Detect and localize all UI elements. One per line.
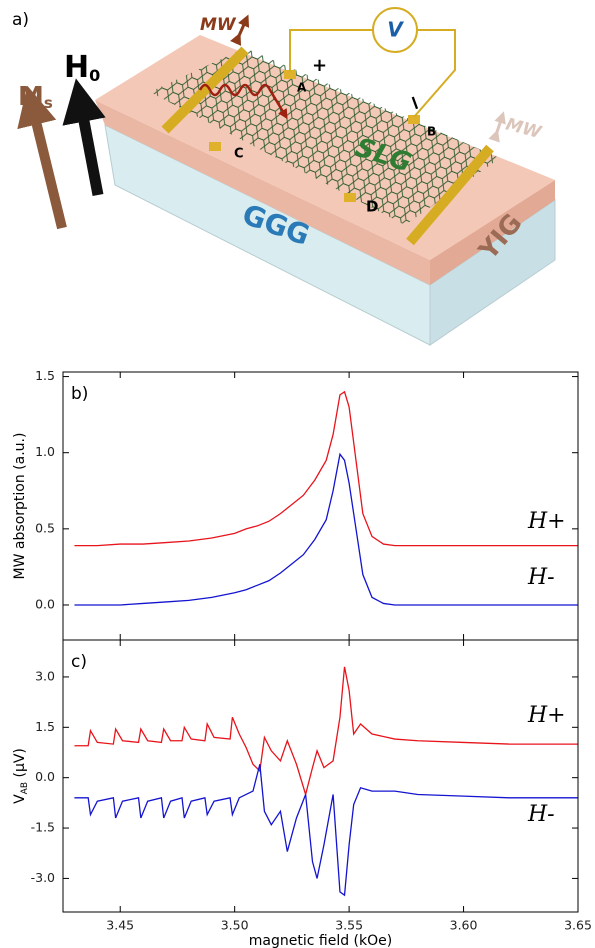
x-tick-label: 3.60 bbox=[450, 918, 478, 933]
plus-label: + bbox=[312, 55, 327, 76]
y-axis-label-sub: AB bbox=[20, 782, 30, 794]
ms-label: Ms bbox=[18, 82, 53, 112]
h0-sub: 0 bbox=[89, 66, 100, 85]
voltmeter-label: V bbox=[387, 18, 404, 42]
ms-main: M bbox=[18, 82, 44, 112]
mw-label: MW bbox=[503, 115, 544, 144]
mw-arrow bbox=[496, 117, 502, 135]
plot-frame bbox=[63, 640, 578, 912]
x-axis-label: magnetic field (kOe) bbox=[249, 933, 392, 948]
y-axis-label-main: V bbox=[12, 794, 28, 804]
contact bbox=[344, 193, 356, 202]
mw-label: MW bbox=[200, 15, 237, 35]
contact bbox=[209, 142, 221, 151]
y-tick-label: 1.5 bbox=[35, 719, 55, 734]
device-diagram: a) MW H0 Ms + − V A B C D SLG YIG GGG MW bbox=[12, 8, 555, 345]
y-tick-label: -3.0 bbox=[31, 870, 55, 885]
contact-label: C bbox=[234, 147, 244, 162]
data-line bbox=[74, 667, 578, 795]
data-line bbox=[74, 392, 578, 546]
h0-main: H bbox=[64, 50, 89, 85]
x-tick-label: 3.65 bbox=[564, 918, 592, 933]
contact-label: A bbox=[297, 81, 307, 95]
wire bbox=[290, 30, 373, 72]
series-label: H+ bbox=[527, 703, 566, 728]
panel-label: b) bbox=[71, 384, 88, 404]
data-line bbox=[74, 764, 578, 895]
ms-sub: s bbox=[44, 94, 53, 112]
y-tick-label: 0.0 bbox=[35, 596, 55, 611]
data-line bbox=[74, 454, 578, 605]
plot-frame bbox=[63, 372, 578, 640]
y-axis-label-unit: (μV) bbox=[12, 748, 28, 782]
mw-arrow bbox=[238, 20, 246, 38]
series-label: H+ bbox=[527, 509, 566, 534]
x-tick-label: 3.45 bbox=[106, 918, 134, 933]
y-tick-label: -1.5 bbox=[31, 820, 55, 835]
series-label: H- bbox=[527, 802, 555, 827]
y-axis-label: MW absorption (a.u.) bbox=[12, 433, 28, 580]
figure: a) MW H0 Ms + − V A B C D SLG YIG GGG MW… bbox=[0, 0, 595, 948]
panel-label: c) bbox=[71, 652, 87, 672]
x-tick-label: 3.55 bbox=[335, 918, 363, 933]
x-tick-label: 3.50 bbox=[221, 918, 249, 933]
h0-arrow bbox=[80, 100, 98, 195]
chart-panel: 0.0 0.5 1.0 1.5 H+ H-b) MW absorption (a.u.) bbox=[12, 368, 578, 640]
h0-label: H0 bbox=[64, 50, 100, 85]
minus-label: − bbox=[401, 91, 429, 115]
contact-label: B bbox=[427, 125, 436, 139]
panel-label: a) bbox=[12, 10, 29, 30]
chart-panel: -3.0 -1.5 0.0 1.5 3.0 3.45 3.50 3.55 3.60 3.65 H+ H… bbox=[12, 640, 592, 948]
y-tick-label: 0.5 bbox=[35, 520, 55, 535]
y-tick-label: 3.0 bbox=[35, 668, 55, 683]
contact-label: D bbox=[366, 198, 378, 216]
ms-arrow bbox=[32, 105, 62, 228]
y-tick-label: 0.0 bbox=[35, 769, 55, 784]
y-tick-label: 1.0 bbox=[35, 444, 55, 459]
y-axis-label: VAB (μV) bbox=[12, 748, 30, 804]
y-tick-label: 1.5 bbox=[35, 368, 55, 383]
series-label: H- bbox=[527, 565, 555, 590]
